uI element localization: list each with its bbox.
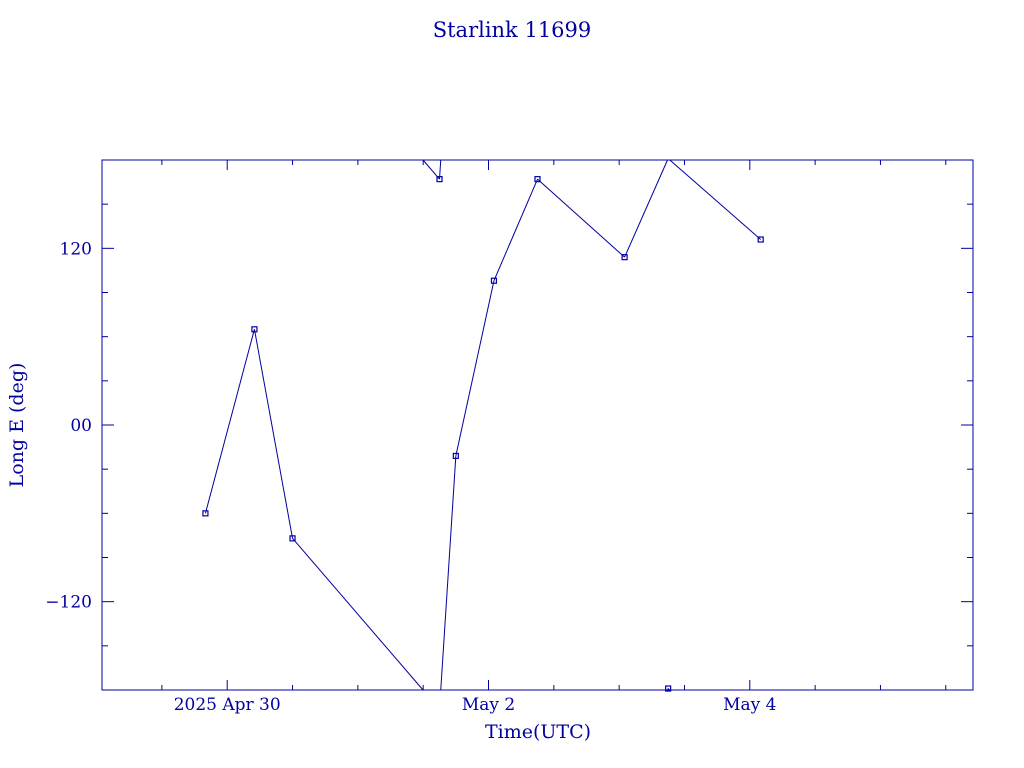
data-point <box>490 277 498 284</box>
data-point <box>452 452 459 460</box>
axis-ticks <box>102 160 973 690</box>
series-layer <box>202 159 764 692</box>
x-axis-label: Time(UTC) <box>485 721 591 743</box>
x-tick-label: May 2 <box>462 695 515 715</box>
series-segment <box>204 329 255 514</box>
chart-title: Starlink 11699 <box>433 18 592 42</box>
data-point <box>251 326 258 333</box>
x-tick-label: 2025 Apr 30 <box>174 695 281 715</box>
y-tick-labels: 120 00 −120 <box>45 239 92 612</box>
data-point <box>665 685 672 692</box>
series-segment <box>624 159 668 258</box>
series-segment <box>537 178 625 258</box>
x-tick-labels: 2025 Apr 30 May 2 May 4 <box>174 695 777 715</box>
series-segment <box>493 178 538 281</box>
series-segment <box>440 455 457 691</box>
series-segment <box>669 159 762 240</box>
plot-frame <box>101 159 974 691</box>
data-point <box>436 176 443 183</box>
series-segment <box>455 280 495 457</box>
y-tick-label: 00 <box>70 416 92 436</box>
y-tick-label: 120 <box>60 239 92 259</box>
x-tick-label: May 4 <box>723 695 776 715</box>
data-point <box>202 510 209 517</box>
series-segment <box>439 159 442 180</box>
series-segment <box>292 538 424 691</box>
data-point <box>621 254 628 261</box>
series-segment <box>422 159 440 180</box>
data-point <box>289 535 296 542</box>
y-axis-label: Long E (deg) <box>6 363 28 488</box>
data-point <box>757 236 764 243</box>
series-segment <box>253 329 294 539</box>
data-point <box>534 176 541 183</box>
series-segment <box>667 688 671 691</box>
y-tick-label: −120 <box>45 593 92 613</box>
